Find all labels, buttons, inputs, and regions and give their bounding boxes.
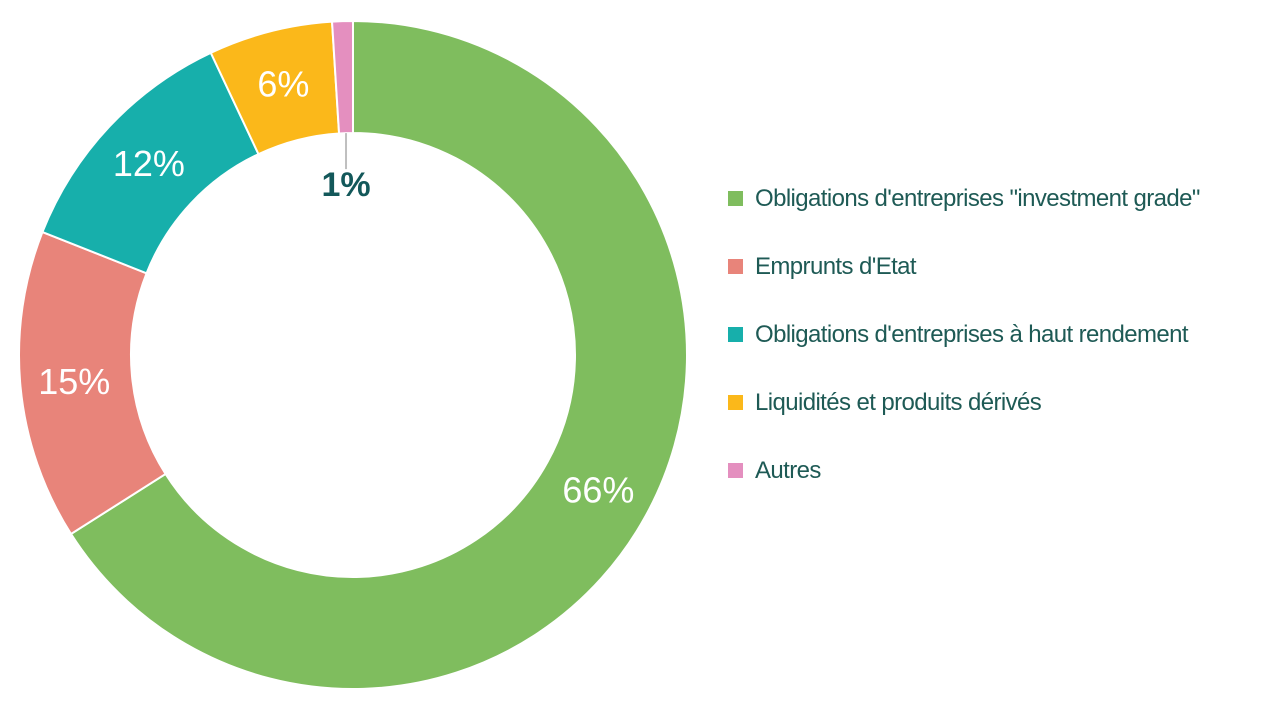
donut-slice-labels: 66% 15% 12% 6% 1% (38, 63, 634, 510)
legend-swatch-investment-grade (728, 191, 743, 206)
legend-item-investment-grade: Obligations d'entreprises "investment gr… (728, 180, 1273, 217)
legend-swatch-emprunts-etat (728, 259, 743, 274)
slice-value-label-obligations-d-entreprises-a-haut-rendement: 12% (113, 143, 185, 184)
legend-swatch-haut-rendement (728, 327, 743, 342)
legend-swatch-autres (728, 463, 743, 478)
slice-value-label-emprunts-d-etat: 15% (38, 361, 110, 402)
legend-item-haut-rendement: Obligations d'entreprises à haut rendeme… (728, 316, 1273, 353)
slice-value-label-autres: 1% (321, 166, 370, 204)
donut-slice-obligations-d-entreprises-investment-grade (69, 19, 688, 690)
legend-swatch-liquidites (728, 395, 743, 410)
legend-label-emprunts-etat: Emprunts d'Etat (755, 252, 917, 280)
slice-value-label-liquidites-et-produits-derives: 6% (257, 63, 309, 104)
legend-item-liquidites: Liquidités et produits dérivés (728, 384, 1273, 421)
donut-slices (18, 19, 688, 690)
slice-value-label-obligations-d-entreprises-investment-grade: 66% (562, 469, 634, 510)
legend-item-emprunts-etat: Emprunts d'Etat (728, 248, 1273, 285)
chart-legend: Obligations d'entreprises "investment gr… (728, 180, 1273, 520)
legend-label-autres: Autres (755, 456, 821, 484)
legend-label-investment-grade: Obligations d'entreprises "investment gr… (755, 184, 1200, 212)
legend-label-liquidites: Liquidités et produits dérivés (755, 388, 1042, 416)
legend-label-haut-rendement: Obligations d'entreprises à haut rendeme… (755, 320, 1189, 348)
legend-item-autres: Autres (728, 452, 1273, 489)
donut-slice-autres (330, 19, 354, 135)
